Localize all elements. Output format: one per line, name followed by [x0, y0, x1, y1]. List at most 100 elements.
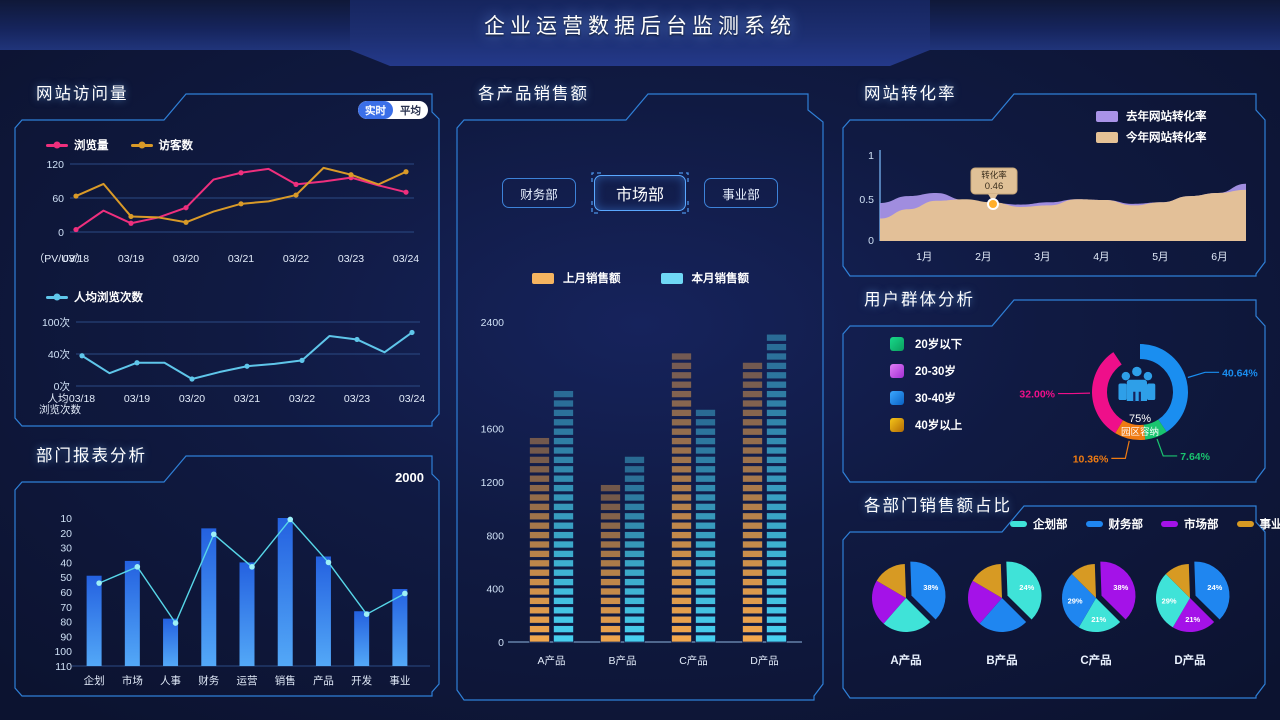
- legend-item-business-dept[interactable]: 事业部: [1236, 516, 1280, 532]
- legend-swatch-last-month: [532, 272, 554, 284]
- svg-text:21%: 21%: [1091, 615, 1106, 624]
- legend-label-this-month: 本月销售额: [691, 273, 750, 285]
- svg-text:40次: 40次: [48, 348, 71, 361]
- chart-department-share-pies: 38% A产品 24% B产品 38% 21% 29% C产品 24% 21% 29% D产品: [872, 561, 1230, 667]
- header-center-right-wedge: [640, 0, 930, 66]
- legend-label-last-year: 去年网站转化率: [1126, 111, 1207, 123]
- svg-text:产品: 产品: [313, 674, 334, 687]
- chart-department-report: 10 20 30 40 50 60 70 80 90 100 110 企划 市场 人事 财务 运营 销售 产品 开…: [54, 513, 430, 687]
- legend-swatch-over-40: [890, 418, 904, 432]
- svg-text:3月: 3月: [1034, 251, 1050, 263]
- svg-text:24%: 24%: [1207, 583, 1222, 592]
- legend-item-planning-dept[interactable]: 企划部: [1010, 516, 1068, 532]
- panel-website-visits: 网站访问量 实时 平均 浏览量 访客数: [14, 82, 440, 432]
- legend-label-planning: 企划部: [1033, 519, 1068, 531]
- svg-text:开发: 开发: [351, 674, 372, 687]
- chart-website-visits: 120 60 0: [46, 159, 414, 239]
- svg-text:70: 70: [60, 602, 72, 614]
- legend-item-last-month[interactable]: 上月销售额: [532, 270, 621, 286]
- legend-label-over-40: 40岁以上: [915, 420, 963, 432]
- svg-text:0.5: 0.5: [859, 194, 874, 206]
- legend-item-pageviews[interactable]: 浏览量: [46, 137, 109, 153]
- tab-label: 财务部: [520, 187, 558, 202]
- svg-text:0: 0: [58, 227, 64, 239]
- legend-item-visitors[interactable]: 访客数: [130, 137, 193, 153]
- svg-text:A产品: A产品: [890, 653, 921, 667]
- svg-text:2月: 2月: [975, 251, 991, 263]
- tab-finance-dept[interactable]: 财务部: [502, 178, 576, 208]
- svg-text:0: 0: [498, 637, 504, 649]
- toggle-realtime[interactable]: 实时: [358, 101, 393, 119]
- legend-item-under-20[interactable]: 20岁以下: [890, 336, 962, 352]
- chart-avg-views-xaxis: 人均 浏览次数 03/18 03/19 03/20 03/21 03/22 03/23 03…: [39, 393, 425, 416]
- svg-text:市场: 市场: [122, 674, 143, 687]
- legend-swatch-business: [1236, 521, 1254, 527]
- tab-label: 事业部: [722, 187, 760, 202]
- tab-business-dept[interactable]: 事业部: [704, 178, 778, 208]
- svg-text:6月: 6月: [1211, 251, 1227, 263]
- svg-text:03/20: 03/20: [173, 253, 199, 265]
- visits-mode-toggle[interactable]: 实时 平均: [358, 101, 428, 119]
- legend-marker-pageviews: [46, 143, 68, 147]
- tab-market-dept[interactable]: 市场部: [594, 175, 686, 211]
- legend-item-last-year[interactable]: 去年网站转化率: [1096, 108, 1207, 124]
- svg-text:110: 110: [55, 661, 72, 673]
- legend-item-over-40[interactable]: 40岁以上: [890, 417, 962, 433]
- svg-text:0: 0: [868, 235, 874, 247]
- svg-text:2400: 2400: [481, 317, 505, 329]
- svg-text:B产品: B产品: [608, 654, 636, 667]
- svg-text:38%: 38%: [923, 583, 938, 592]
- svg-text:03/18: 03/18: [63, 253, 89, 265]
- svg-text:企划: 企划: [84, 674, 105, 687]
- toggle-average[interactable]: 平均: [400, 104, 421, 117]
- chart-user-groups-donut: 75% 园区容纳 40.64% 7.64% 10.36% 32.00%: [1019, 344, 1258, 465]
- legend-item-30-40[interactable]: 30-40岁: [890, 390, 962, 406]
- svg-text:浏览次数: 浏览次数: [39, 403, 81, 416]
- svg-text:4月: 4月: [1093, 251, 1109, 263]
- panel-title-visits: 网站访问量: [36, 85, 129, 103]
- legend-swatch-finance: [1085, 521, 1103, 527]
- panel-department-share: 各部门销售额占比 企划部 财务部 市场部 事业部: [842, 494, 1280, 702]
- svg-text:1月: 1月: [916, 251, 932, 263]
- legend-avg-views[interactable]: 人均浏览次数: [46, 289, 143, 305]
- svg-text:销售: 销售: [275, 674, 296, 687]
- legend-label-under-20: 20岁以下: [915, 339, 963, 351]
- panel-title-user-groups: 用户群体分析: [864, 291, 975, 309]
- panel-frame: [842, 299, 1266, 486]
- svg-text:03/23: 03/23: [344, 393, 370, 405]
- svg-text:10.36%: 10.36%: [1073, 453, 1109, 465]
- svg-text:03/23: 03/23: [338, 253, 364, 265]
- svg-text:10: 10: [60, 513, 72, 525]
- chart-product-sales: 0 400 800 1200 1600 2400 A产品 B产品 C产品 D产品: [481, 317, 802, 667]
- svg-text:C产品: C产品: [1080, 653, 1111, 667]
- svg-text:财务: 财务: [198, 674, 219, 687]
- active-tab-bracket-icon: [591, 172, 689, 214]
- svg-text:120: 120: [46, 159, 64, 171]
- panel-frame: [842, 505, 1266, 702]
- svg-text:0次: 0次: [54, 380, 71, 393]
- page-header: 企业运营数据后台监测系统: [0, 0, 1280, 66]
- donut-center-label: 园区容纳: [1121, 426, 1159, 438]
- svg-text:400: 400: [486, 584, 504, 596]
- legend-dept-share: 企划部 财务部 市场部 事业部: [1010, 516, 1280, 532]
- panel-frame: [14, 455, 440, 702]
- svg-text:1600: 1600: [481, 424, 505, 436]
- legend-item-finance-dept[interactable]: 财务部: [1085, 516, 1143, 532]
- legend-label-30-40: 30-40岁: [915, 393, 956, 405]
- svg-text:7.64%: 7.64%: [1180, 451, 1210, 463]
- svg-text:D产品: D产品: [1174, 653, 1205, 667]
- chart-visits-xaxis: （PV/UV） 03/18 03/19 03/20 03/21 03/22 03/23 03…: [34, 253, 420, 265]
- panel-frame: [14, 93, 440, 432]
- tooltip-label: 转化率: [981, 170, 1007, 180]
- svg-text:B产品: B产品: [986, 653, 1017, 667]
- panel-department-report: 部门报表分析 2000 10 20 30 40 50 60 70 80 90 100 110 企划 市…: [14, 444, 440, 702]
- conversion-tooltip: 转化率 0.46: [970, 167, 1018, 210]
- legend-item-this-month[interactable]: 本月销售额: [660, 270, 750, 286]
- legend-item-20-30[interactable]: 20-30岁: [890, 363, 962, 379]
- legend-item-this-year[interactable]: 今年网站转化率: [1096, 129, 1207, 145]
- legend-item-market-dept[interactable]: 市场部: [1161, 516, 1219, 532]
- legend-swatch-this-month: [660, 272, 683, 284]
- legend-swatch-this-year: [1096, 131, 1118, 143]
- legend-label-market: 市场部: [1184, 519, 1219, 531]
